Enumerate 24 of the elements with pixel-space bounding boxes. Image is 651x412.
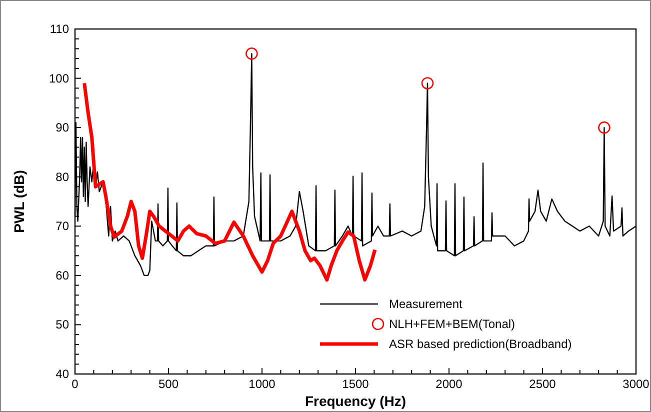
x-tick-label: 1000 bbox=[248, 377, 276, 391]
point bbox=[421, 77, 434, 90]
legend-label: Measurement bbox=[389, 297, 464, 311]
y-tick-label: 110 bbox=[50, 22, 70, 36]
point bbox=[598, 121, 610, 134]
x-tick-label: 500 bbox=[158, 377, 179, 391]
y-axis-title: PWL (dB) bbox=[11, 170, 27, 233]
x-tick-label: 2500 bbox=[529, 377, 556, 391]
legend-label: ASR based prediction(Broadband) bbox=[389, 337, 572, 351]
x-tick-label: 1500 bbox=[342, 377, 370, 391]
y-tick-label: 90 bbox=[56, 120, 70, 135]
y-tick-label: 50 bbox=[56, 318, 70, 332]
line-series bbox=[82, 81, 377, 282]
x-tick-label: 2000 bbox=[436, 377, 463, 391]
y-tick-label: 100 bbox=[48, 71, 70, 86]
point bbox=[246, 47, 258, 60]
x-axis-title: Frequency (Hz) bbox=[304, 393, 406, 409]
x-tick-label: 3000 bbox=[622, 377, 650, 391]
legend-label: NLH+FEM+BEM(Tonal) bbox=[389, 317, 516, 331]
y-tick-label: 70 bbox=[56, 219, 70, 234]
x-tick-label: 0 bbox=[72, 377, 79, 391]
y-tick-label: 60 bbox=[56, 268, 70, 282]
y-tick-label: 80 bbox=[56, 170, 70, 184]
y-tick-label: 40 bbox=[56, 367, 70, 381]
